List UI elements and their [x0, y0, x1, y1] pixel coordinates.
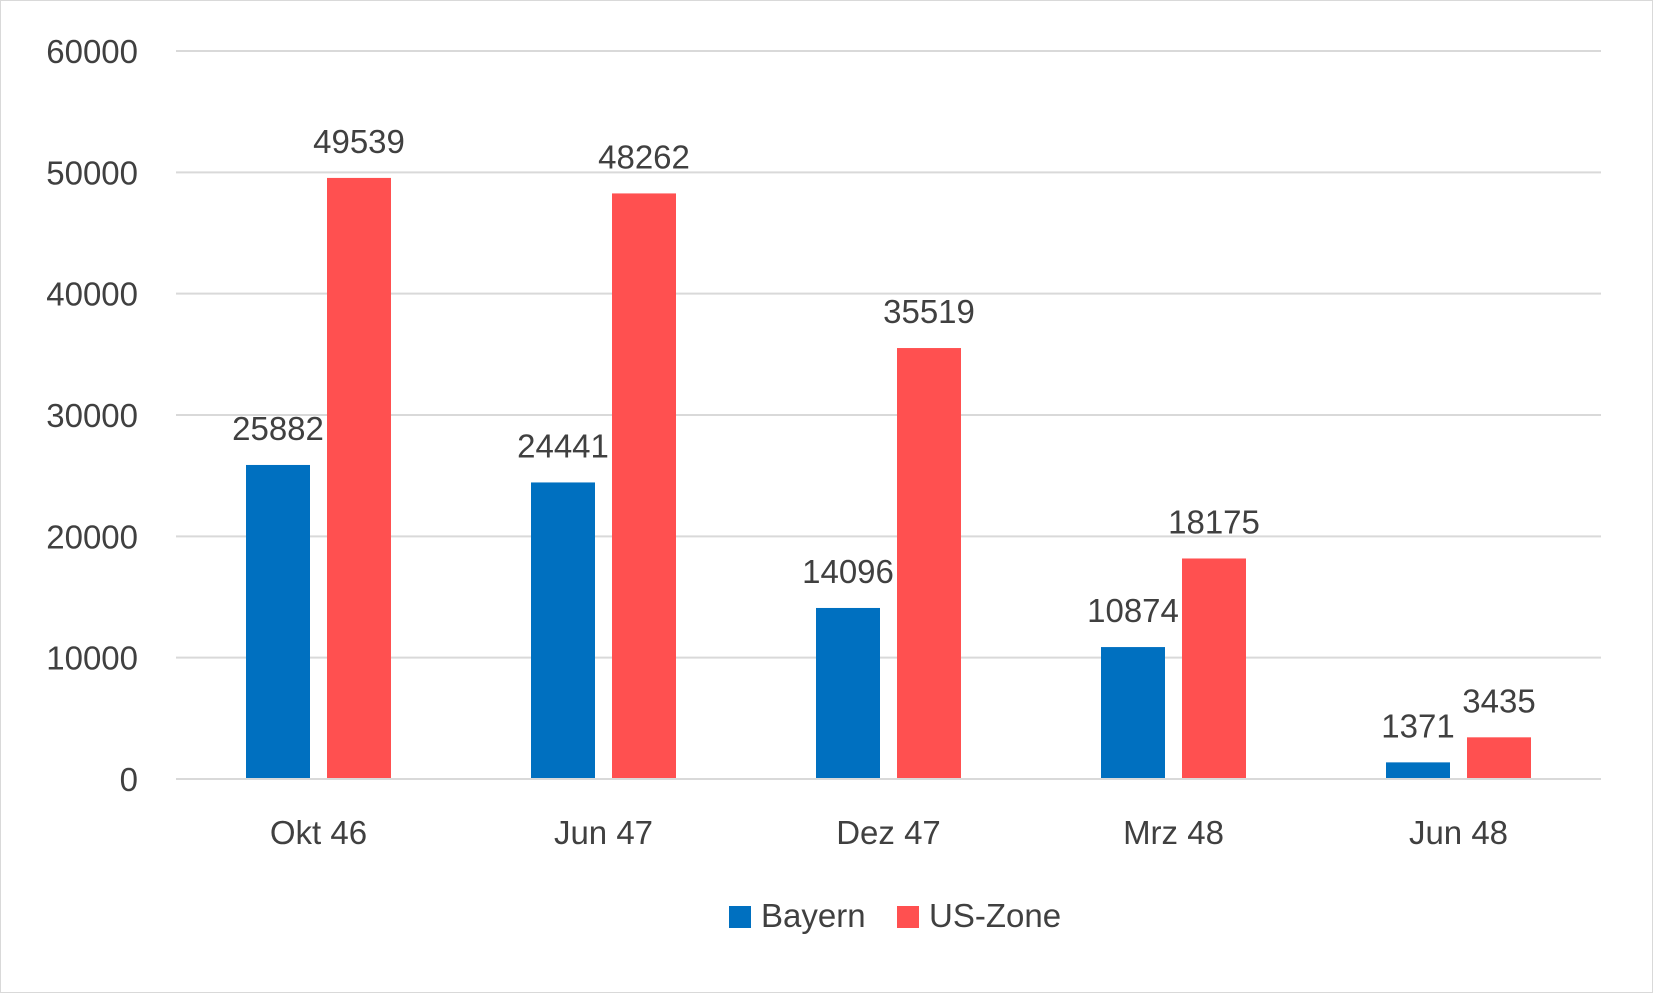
y-tick-label: 10000	[46, 640, 138, 677]
x-category-label: Jun 47	[554, 814, 653, 851]
bar-us-zone	[612, 193, 676, 779]
y-tick-label: 50000	[46, 154, 138, 191]
y-tick-label: 20000	[46, 518, 138, 555]
gridlines	[176, 50, 1601, 659]
x-category-label: Okt 46	[270, 814, 367, 851]
bar-bayern	[1101, 647, 1165, 779]
bar-bayern	[246, 464, 310, 779]
legend: Bayern US-Zone	[729, 897, 1061, 934]
bar-bayern	[816, 607, 880, 779]
x-category-label: Dez 47	[836, 814, 941, 851]
x-axis-categories: Okt 46 Jun 47 Dez 47 Mrz 48 Jun 48	[270, 814, 1508, 851]
data-label: 24441	[517, 427, 609, 464]
legend-swatch	[729, 906, 751, 928]
legend-label: Bayern	[761, 897, 866, 934]
data-label: 25882	[232, 410, 324, 447]
y-axis-ticks: 0 10000 20000 30000 40000 50000 60000	[46, 33, 138, 798]
bars	[246, 177, 1531, 779]
bar-us-zone	[327, 177, 391, 779]
legend-swatch	[897, 906, 919, 928]
y-tick-label: 60000	[46, 33, 138, 70]
data-label: 10874	[1087, 592, 1179, 629]
bar-bayern	[531, 482, 595, 779]
y-tick-label: 40000	[46, 276, 138, 313]
data-label: 3435	[1462, 682, 1535, 719]
bar-us-zone	[1182, 558, 1246, 779]
data-label: 48262	[598, 138, 690, 175]
legend-item: Bayern	[729, 897, 866, 934]
bar-us-zone	[1467, 737, 1531, 779]
y-tick-label: 0	[120, 761, 138, 798]
legend-label: US-Zone	[929, 897, 1061, 934]
data-label: 1371	[1381, 707, 1454, 744]
x-category-label: Mrz 48	[1123, 814, 1224, 851]
data-label: 35519	[883, 293, 975, 330]
x-category-label: Jun 48	[1409, 814, 1508, 851]
y-tick-label: 30000	[46, 397, 138, 434]
bar-us-zone	[897, 348, 961, 779]
data-label: 49539	[313, 123, 405, 160]
bar-bayern	[1386, 762, 1450, 779]
data-label: 18175	[1168, 503, 1260, 540]
data-labels: 25882 49539 24441 48262 14096 35519 10874 18175…	[232, 123, 1536, 744]
data-label: 14096	[802, 553, 894, 590]
legend-item: US-Zone	[897, 897, 1061, 934]
